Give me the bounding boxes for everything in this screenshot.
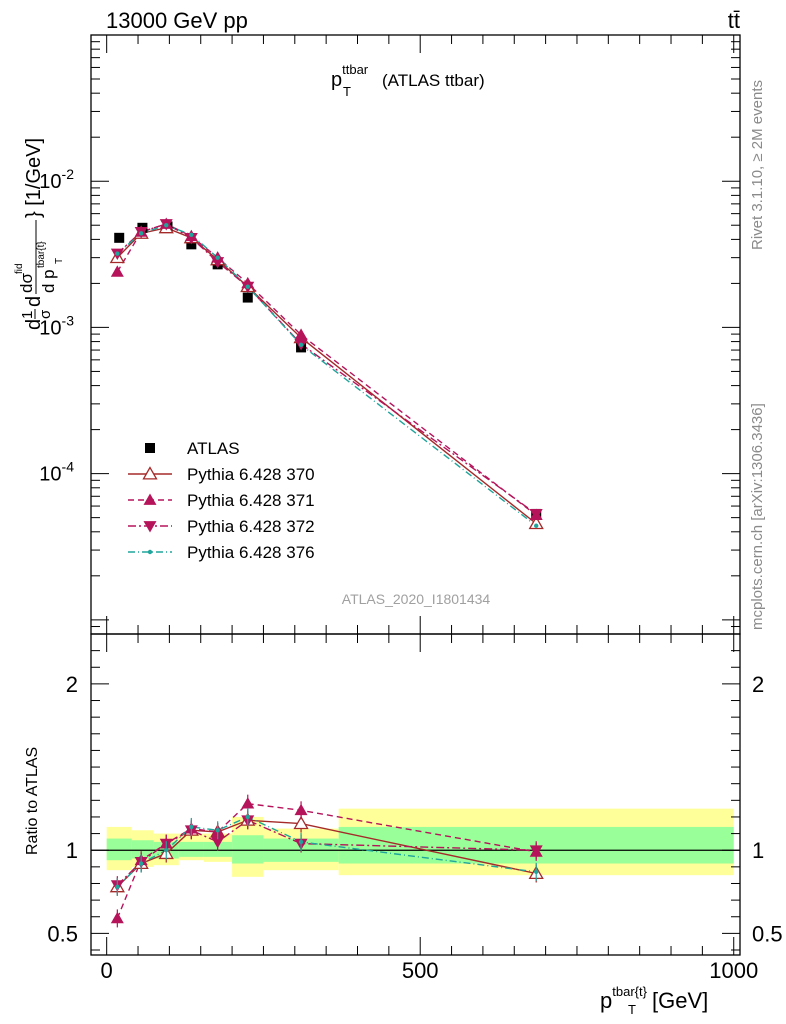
main-point-p376-3 (189, 232, 194, 237)
ratio-y-tick-label-right: 0.5 (752, 921, 783, 946)
ratio-uncertainty-bands (91, 808, 740, 877)
plot-title: pttbar T (ATLAS ttbar) (331, 62, 485, 99)
svg-text:tbar{t}: tbar{t} (36, 241, 47, 268)
x-tick-label: 1000 (709, 958, 758, 983)
ratio-point-p376-7 (534, 869, 539, 875)
svg-text:d: d (23, 296, 45, 307)
legend-label-p372: Pythia 6.428 372 (187, 517, 315, 536)
ratio-point-p370-6 (293, 815, 309, 830)
main-line-p370 (116, 227, 537, 525)
main-line-p371 (116, 223, 537, 516)
main-y-axis-label: d 1 σ d dσ fid d p tbar{t} T } [1/GeV] (14, 138, 65, 330)
legend-label-p371: Pythia 6.428 371 (187, 491, 315, 510)
x-tick-label: 500 (402, 958, 439, 983)
ratio-y-tick-label-right: 1 (752, 838, 764, 863)
ratio-line-p371 (116, 802, 537, 919)
svg-text:σ: σ (37, 309, 54, 319)
legend-marker-p371 (143, 493, 157, 505)
ratio-band-green-1 (131, 840, 154, 859)
ratio-point-p371-0 (110, 911, 124, 924)
ratio-y-tick-label: 2 (66, 672, 78, 697)
ratio-point-p371-5 (241, 797, 255, 809)
x-axis-label-sub: T (628, 1002, 636, 1017)
svg-text:1: 1 (19, 311, 36, 319)
ratio-band-green-3 (178, 841, 204, 857)
main-point-p376-7 (534, 523, 539, 528)
ratio-band-green-5 (232, 835, 264, 864)
series-markers (109, 217, 544, 928)
main-point-p370-7 (528, 515, 544, 530)
ratio-point-p371-6 (294, 803, 308, 816)
main-point-p371-6 (294, 328, 308, 340)
svg-text:d: d (23, 319, 45, 330)
legend-marker-p376 (147, 549, 153, 555)
ratio-point-p376-6 (298, 839, 304, 845)
plot-title-sub: T (343, 84, 351, 99)
main-point-p371-0 (110, 265, 124, 277)
svg-text:fid: fid (14, 263, 25, 274)
legend-label-data: ATLAS (187, 439, 240, 458)
axes (90, 34, 741, 956)
main-point-p376-6 (298, 342, 304, 348)
main-point-p376-2 (164, 223, 169, 228)
main-line-p376 (116, 224, 537, 527)
legend-marker-p370 (142, 466, 158, 480)
main-point-p376-4 (215, 255, 220, 260)
legend-label-p376: Pythia 6.428 376 (187, 543, 315, 562)
x-axis-label: ptbar{t} T [GeV] (600, 984, 708, 1017)
ratio-plot-frame (90, 633, 741, 956)
mcplots-label: mcplots.cern.ch [arXiv:1306.3436] (749, 403, 766, 630)
x-axis-label-sup: tbar{t} (612, 984, 647, 999)
ratio-point-p376-0 (115, 884, 120, 890)
main-y-tick-label: 10-4 (39, 459, 74, 486)
x-axis-label-unit: [GeV] (652, 988, 708, 1013)
main-point-p372-4 (211, 257, 225, 269)
ratio-point-p376-3 (189, 824, 194, 830)
ratio-y-axis-label: Ratio to ATLAS (24, 747, 41, 855)
main-line-p372 (116, 223, 537, 515)
main-point-p376-5 (245, 284, 250, 289)
main-point-p376-1 (138, 231, 144, 236)
legend-marker-p372 (143, 521, 157, 533)
ratio-y-tick-label: 0.5 (47, 921, 78, 946)
main-y-tick-label: 10-2 (39, 166, 74, 193)
ratio-point-p372-7 (529, 845, 543, 857)
header-energy-label: 13000 GeV pp (106, 8, 248, 33)
ratio-point-p376-4 (215, 828, 220, 833)
svg-text:dσ: dσ (17, 273, 36, 293)
main-point-p372-3 (184, 232, 198, 245)
plot-title-rest: (ATLAS ttbar) (382, 71, 485, 90)
main-y-axis-unit: } [1/GeV] (23, 138, 45, 218)
x-axis-label-main: p (600, 988, 612, 1013)
legend: ATLAS Pythia 6.428 370 Pythia 6.428 371 Pyt… (128, 439, 315, 562)
ratio-band-green-0 (106, 838, 132, 861)
header-process-label: tt̄ (728, 8, 740, 33)
rivet-version-label: Rivet 3.1.10, ≥ 2M events (749, 80, 766, 250)
ratio-point-p376-5 (245, 814, 250, 820)
main-point-data-5 (242, 292, 253, 303)
legend-label-p370: Pythia 6.428 370 (187, 465, 315, 484)
ratio-point-p376-2 (164, 848, 169, 853)
analysis-watermark: ATLAS_2020_I1801434 (342, 591, 491, 607)
plot-title-sup: ttbar (342, 62, 369, 77)
legend-marker-data (145, 443, 155, 453)
svg-text:d p: d p (39, 269, 58, 293)
main-point-data-0 (114, 232, 125, 243)
svg-text:T: T (54, 258, 65, 264)
plot-title-main: p (331, 69, 342, 91)
main-point-p372-7 (529, 509, 543, 521)
ratio-y-tick-label: 1 (66, 838, 78, 863)
tick-labels: 10-2 10-3 10-4 0.5 0.5 1 1 2 2 0 500 1000 (39, 166, 782, 983)
main-y-tick-label: 10-3 (39, 312, 74, 339)
main-point-data-3 (186, 239, 197, 250)
ratio-point-p376-1 (138, 861, 144, 866)
ratio-y-tick-label-right: 2 (752, 672, 764, 697)
ratio-point-p372-4 (211, 837, 225, 849)
x-tick-label: 0 (101, 958, 113, 983)
main-point-p376-0 (115, 251, 120, 256)
